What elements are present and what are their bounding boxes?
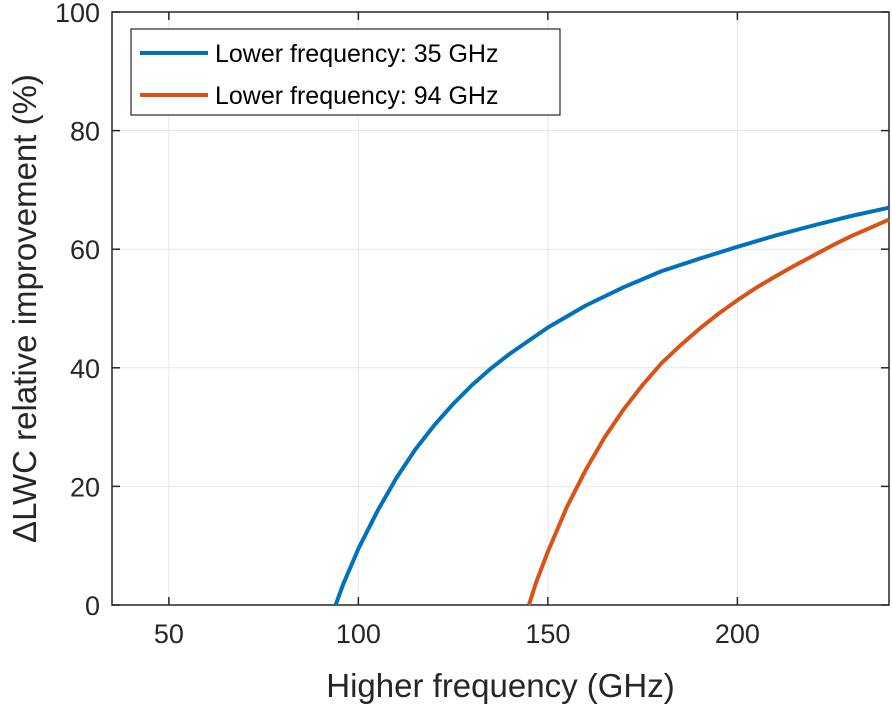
y-tick-label: 40 (70, 354, 100, 384)
legend: Lower frequency: 35 GHz Lower frequency: … (130, 28, 561, 116)
y-axis-label: ΔLWC relative improvement (%) (6, 74, 43, 543)
series-line-2 (526, 217, 890, 606)
x-axis-label: Higher frequency (GHz) (326, 667, 674, 704)
y-tick-label: 60 (70, 235, 100, 265)
x-tick-label: 100 (336, 619, 381, 649)
x-tick-label: 150 (525, 619, 570, 649)
plot-frame (111, 11, 890, 606)
y-tick-label: 80 (70, 117, 100, 147)
y-tick-label: 20 (70, 472, 100, 502)
x-tick-label: 200 (715, 619, 760, 649)
series-lines (333, 205, 890, 606)
y-tick-label: 0 (85, 591, 100, 621)
legend-label: Lower frequency: 94 GHz (215, 82, 498, 110)
legend-label: Lower frequency: 35 GHz (215, 40, 498, 68)
axes: 50 100 150 200 0 20 40 60 80 100 (55, 0, 890, 649)
y-tick-label: 100 (55, 0, 100, 28)
series-line-1 (333, 205, 890, 606)
legend-box (130, 28, 561, 116)
x-tick-label: 50 (154, 619, 184, 649)
